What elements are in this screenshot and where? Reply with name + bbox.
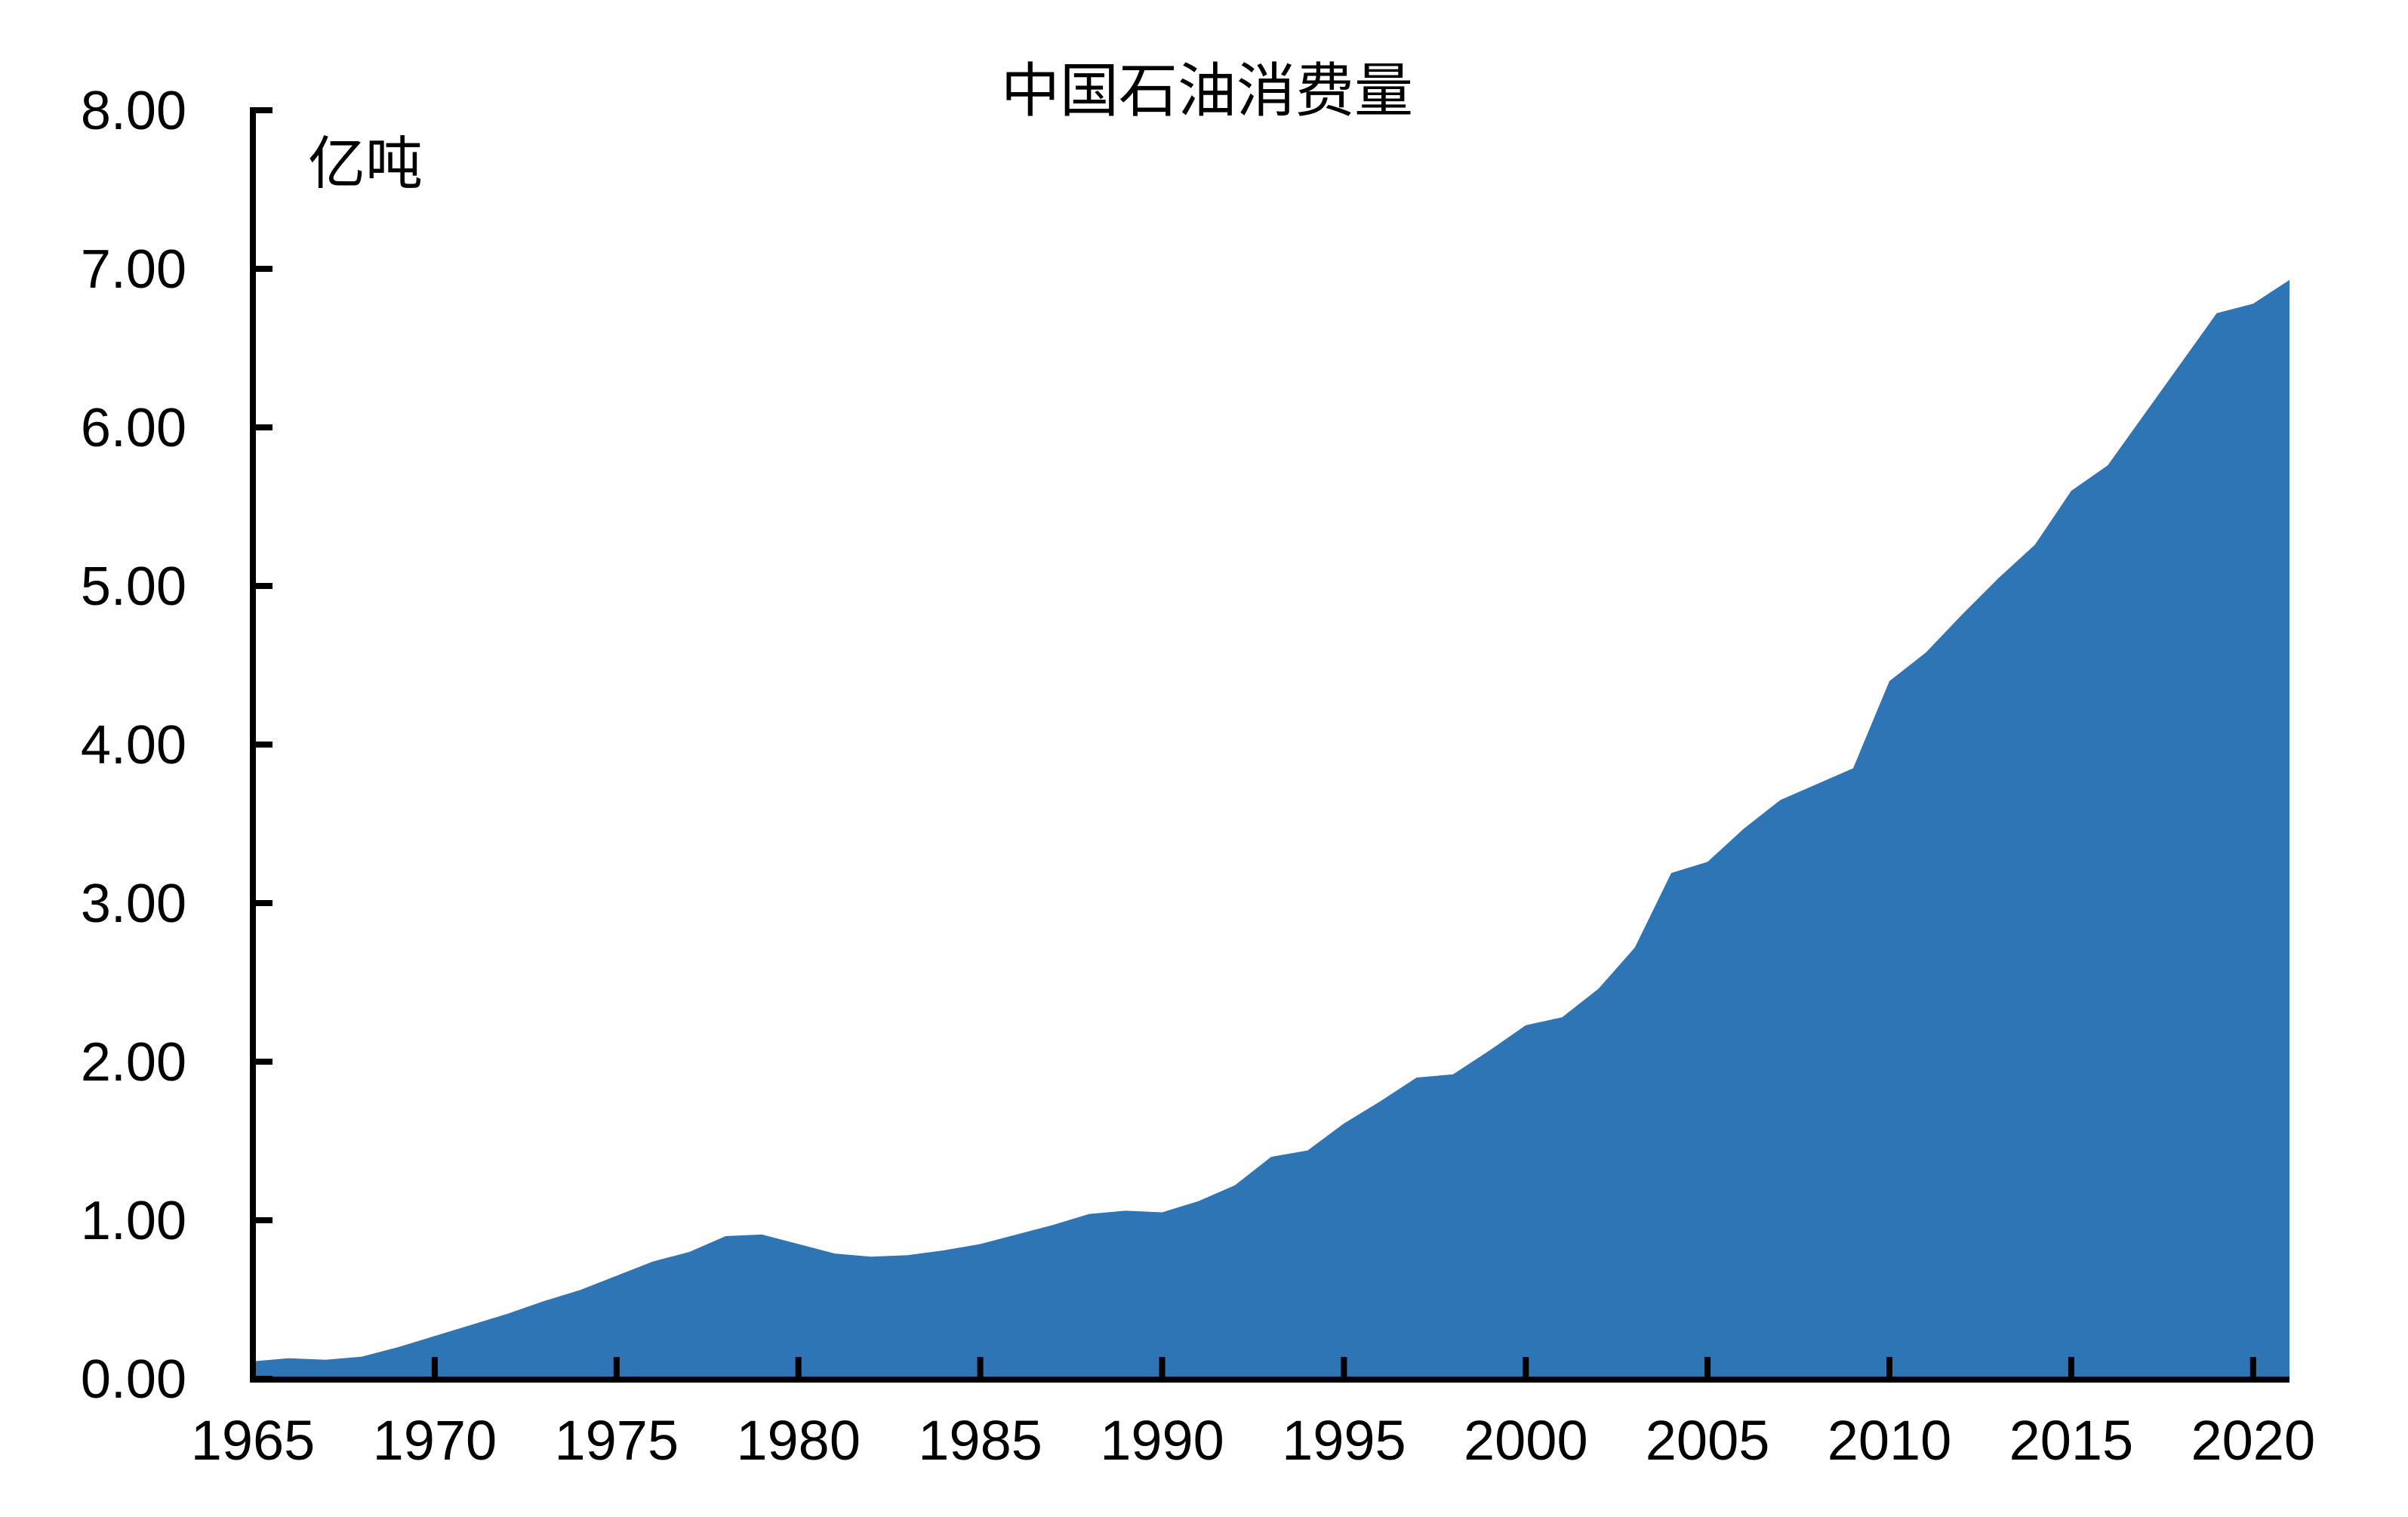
y-tick-1.00: [250, 1217, 273, 1223]
y-tick-label-6.00: 6.00: [81, 398, 186, 458]
x-tick-1985: [977, 1357, 984, 1381]
y-tick-label-4.00: 4.00: [81, 715, 186, 775]
y-tick-2.00: [250, 1059, 273, 1065]
y-tick-3.00: [250, 900, 273, 906]
x-tick-1975: [613, 1357, 620, 1381]
y-tick-4.00: [250, 742, 273, 748]
x-tick-2020: [2249, 1357, 2256, 1381]
y-tick-8.00: [250, 107, 273, 113]
x-tick-label-2020: 2020: [2191, 1409, 2315, 1472]
x-tick-2015: [2068, 1357, 2074, 1381]
y-tick-label-0.00: 0.00: [81, 1349, 186, 1410]
x-tick-label-1985: 1985: [918, 1409, 1042, 1472]
x-tick-label-1970: 1970: [373, 1409, 497, 1472]
y-tick-5.00: [250, 583, 273, 589]
x-tick-label-2005: 2005: [1646, 1409, 1770, 1472]
x-tick-label-1975: 1975: [554, 1409, 679, 1472]
x-tick-label-2010: 2010: [1828, 1409, 1952, 1472]
y-axis-unit-label: 亿吨: [308, 133, 423, 196]
x-tick-label-1980: 1980: [736, 1409, 861, 1472]
y-tick-label-5.00: 5.00: [81, 557, 186, 617]
x-axis-line: [250, 1377, 2289, 1383]
x-tick-2010: [1886, 1357, 1892, 1381]
x-tick-label-2015: 2015: [2009, 1409, 2134, 1472]
consumption-area-series: [253, 279, 2289, 1383]
x-tick-1980: [795, 1357, 802, 1381]
x-tick-2005: [1704, 1357, 1711, 1381]
chart-title: 中国石油消费量: [1001, 58, 1413, 124]
y-axis-tick-labels: 0.00 1.00 2.00 3.00 4.00 5.00 6.00 7.00 8.00: [81, 81, 186, 1410]
y-tick-label-1.00: 1.00: [81, 1191, 186, 1251]
y-tick-label-3.00: 3.00: [81, 874, 186, 934]
x-tick-label-1965: 1965: [191, 1409, 316, 1472]
x-axis-tick-labels: 1965 1970 1975 1980 1985 1990 1995 2000 2005 2010…: [191, 1409, 2315, 1472]
x-tick-label-1995: 1995: [1282, 1409, 1406, 1472]
x-axis-ticks: [250, 1357, 2256, 1381]
y-tick-label-8.00: 8.00: [81, 81, 186, 141]
x-tick-2000: [1523, 1357, 1529, 1381]
y-tick-6.00: [250, 424, 273, 430]
x-tick-1970: [431, 1357, 438, 1381]
y-tick-7.00: [250, 266, 273, 272]
y-axis-line: [250, 108, 256, 1382]
x-tick-1995: [1341, 1357, 1347, 1381]
x-tick-label-1990: 1990: [1100, 1409, 1224, 1472]
x-tick-1990: [1159, 1357, 1166, 1381]
y-tick-label-7.00: 7.00: [81, 239, 186, 300]
y-tick-label-2.00: 2.00: [81, 1032, 186, 1093]
x-tick-label-2000: 2000: [1464, 1409, 1588, 1472]
